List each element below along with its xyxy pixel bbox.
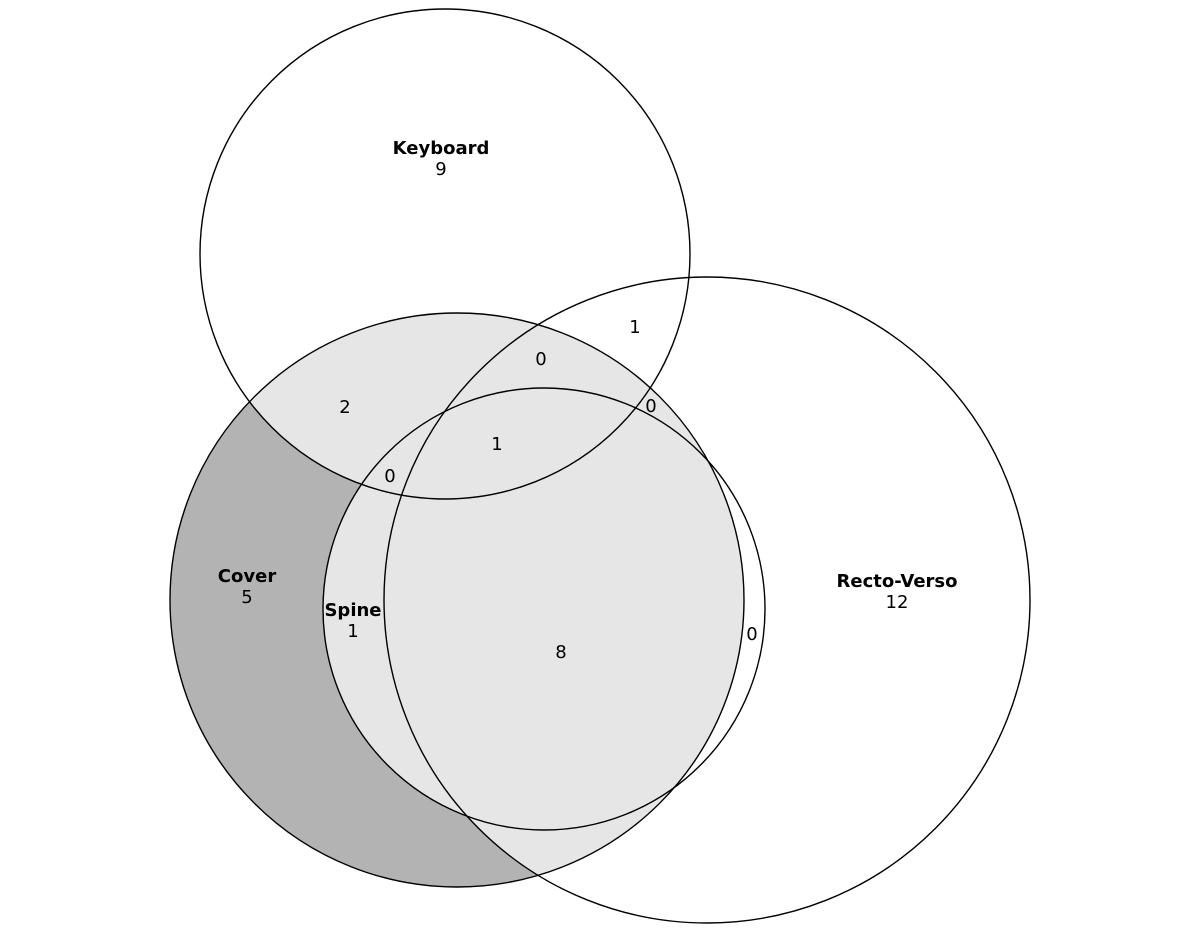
region-keyboard-cover-spine-recto: 1 (491, 434, 502, 455)
spine-circle (322, 387, 766, 831)
cover-circle (169, 312, 745, 888)
region-cover-spine-recto: 8 (555, 642, 566, 663)
region-keyboard-cover-recto: 0 (535, 349, 546, 370)
cover-count: 5 (241, 587, 252, 608)
region-keyboard-spine-recto: 0 (645, 396, 656, 417)
region-spine-recto: 0 (746, 624, 757, 645)
keyboard-count: 9 (435, 159, 446, 180)
spine-label: Spine (324, 600, 381, 621)
region-keyboard-cover-spine: 0 (384, 466, 395, 487)
recto-verso-circle (383, 276, 1031, 924)
region-keyboard-cover: 2 (339, 397, 350, 418)
spine-count: 1 (347, 621, 358, 642)
keyboard-circle (199, 8, 691, 500)
recto-verso-count: 12 (886, 592, 909, 613)
cover-spine-overlap (323, 388, 744, 830)
region-keyboard-recto: 1 (629, 317, 640, 338)
recto-verso-label: Recto-Verso (837, 571, 958, 592)
keyboard-label: Keyboard (393, 138, 490, 159)
cover-label: Cover (218, 566, 277, 587)
